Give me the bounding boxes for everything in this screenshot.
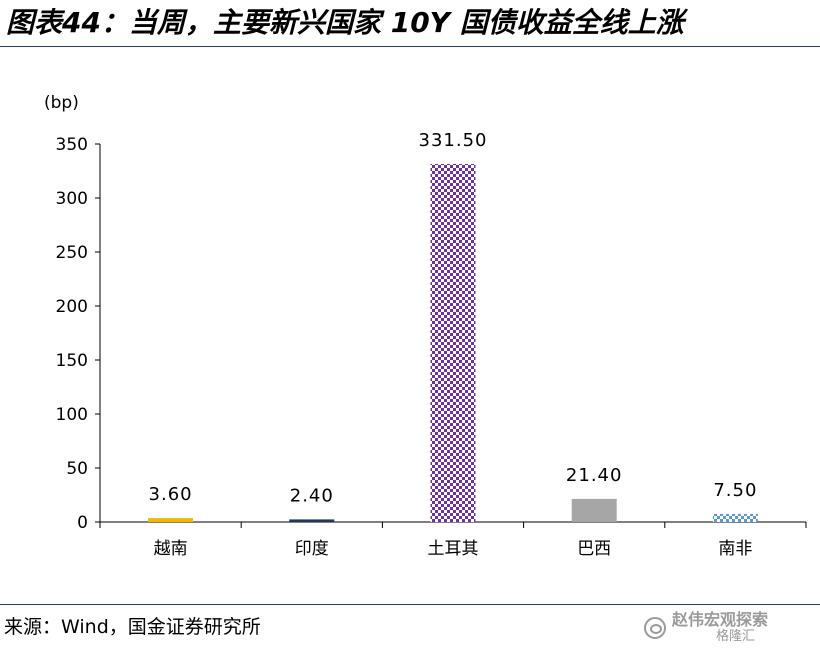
y-tick-label: 300 bbox=[56, 189, 88, 209]
watermark-sub-text: 格隆汇 bbox=[716, 629, 756, 644]
x-category-label: 印度 bbox=[295, 539, 329, 559]
bar-2 bbox=[430, 163, 476, 522]
y-tick-label: 50 bbox=[66, 459, 88, 479]
y-tick-label: 250 bbox=[56, 243, 88, 263]
x-category-label: 越南 bbox=[154, 539, 188, 559]
bar-0 bbox=[148, 518, 194, 522]
bar-value-label: 7.50 bbox=[713, 480, 757, 501]
bar-chart: (bp) 0 50 100 150 200 250 300 350 3.60 越南 2.40 印度 3… bbox=[44, 93, 807, 559]
wechat-icon bbox=[644, 617, 666, 639]
figure-title: 图表44：当周，主要新兴国家 10Y 国债收益全线上涨 bbox=[6, 6, 684, 39]
y-tick-label: 0 bbox=[77, 513, 88, 533]
bar-value-label: 2.40 bbox=[290, 485, 334, 506]
bar-value-label: 21.40 bbox=[566, 465, 623, 486]
watermark-main-text: 赵伟宏观探索 bbox=[672, 610, 769, 629]
x-category-label: 土耳其 bbox=[428, 539, 479, 559]
watermark: 赵伟宏观探索 格隆汇 bbox=[644, 604, 820, 652]
x-category-label: 南非 bbox=[718, 539, 752, 559]
bar-4 bbox=[712, 513, 758, 522]
x-category-label: 巴西 bbox=[577, 539, 611, 559]
bar-value-label: 331.50 bbox=[419, 130, 488, 151]
bottom-rule bbox=[0, 604, 820, 605]
bar-3 bbox=[571, 498, 617, 522]
bar-value-label: 3.60 bbox=[149, 484, 193, 505]
y-tick-label: 100 bbox=[56, 405, 88, 425]
y-tick-label: 200 bbox=[56, 297, 88, 317]
bar-1 bbox=[289, 519, 335, 522]
y-tick-label: 350 bbox=[56, 135, 88, 155]
y-tick-label: 150 bbox=[56, 351, 88, 371]
y-axis-unit-label: (bp) bbox=[44, 93, 79, 113]
top-rule bbox=[0, 46, 820, 47]
source-note: 来源：Wind，国金证券研究所 bbox=[4, 616, 261, 638]
